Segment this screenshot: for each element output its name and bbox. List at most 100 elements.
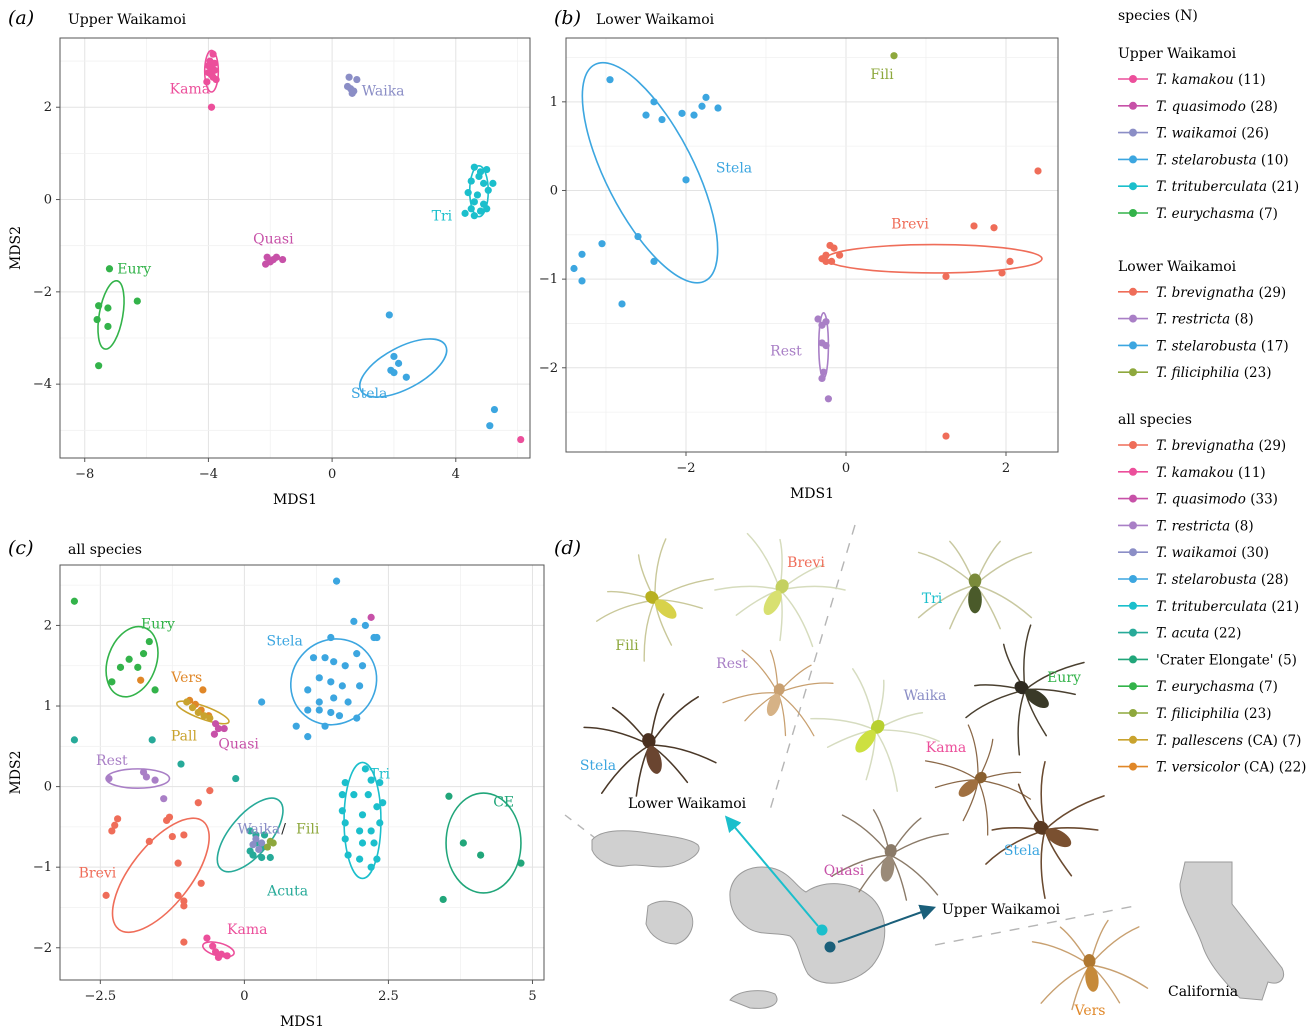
legend-dot — [1129, 682, 1137, 691]
divider-line — [564, 814, 596, 839]
data-point — [361, 765, 369, 773]
data-point — [105, 265, 114, 273]
data-point — [1006, 257, 1014, 266]
data-point — [470, 212, 478, 220]
data-point — [459, 839, 467, 847]
x-axis-label: MDS1 — [790, 486, 834, 502]
island-maui — [729, 866, 886, 984]
data-point — [484, 186, 492, 194]
data-point — [183, 698, 191, 706]
data-point — [379, 799, 387, 807]
panel-a-plot: −8 −4 0 4 2 0 −2 −4 MDS1 MDS2 Kama Waika Tri Quasi Eur… — [8, 37, 531, 508]
spider-leg — [654, 578, 714, 601]
spider-illustration — [596, 538, 714, 662]
data-point — [998, 269, 1006, 277]
data-point — [315, 698, 323, 706]
data-point — [373, 633, 381, 642]
data-point — [315, 706, 323, 714]
spider-leg — [1089, 964, 1149, 989]
x-tick-label: −4 — [199, 467, 218, 482]
spider-leg — [917, 584, 976, 619]
spider-leg — [777, 692, 815, 737]
legend-label: T. brevignatha (29) — [1156, 285, 1286, 301]
data-point — [394, 359, 403, 367]
data-point — [570, 264, 578, 273]
data-point — [260, 831, 269, 839]
data-point — [108, 827, 116, 835]
data-point — [476, 207, 485, 215]
y-tick-label: −4 — [33, 377, 52, 392]
legend: species (N) Upper Waikamoi T. kamakou (11)… — [1118, 8, 1306, 776]
cluster-ellipse — [176, 700, 230, 725]
spider-leg — [583, 726, 651, 746]
legend-label: T. kamakou (11) — [1156, 72, 1266, 88]
data-point — [223, 952, 231, 960]
data-point — [361, 621, 369, 630]
legend-label: T. filiciphilia (23) — [1156, 706, 1271, 722]
legend-group-title: Lower Waikamoi — [1118, 259, 1237, 275]
data-point — [249, 841, 257, 849]
spider-illustration — [831, 809, 949, 901]
plot-background — [60, 38, 530, 458]
data-point — [200, 712, 208, 720]
legend-label: T. kamakou (11) — [1156, 465, 1266, 481]
legend-heading: species (N) — [1118, 8, 1198, 24]
spider-label: Tri — [922, 591, 943, 607]
legend-dot — [1129, 494, 1137, 503]
data-point — [232, 774, 240, 783]
data-point — [246, 827, 254, 835]
cluster-label: Stela — [267, 634, 303, 650]
data-point — [702, 93, 710, 101]
spider-abdomen — [880, 855, 895, 882]
spider-illustration — [583, 693, 717, 797]
cluster-label: Vers — [170, 670, 202, 686]
data-point — [194, 708, 202, 717]
x-tick-label: 0 — [842, 461, 850, 476]
data-point — [345, 73, 353, 81]
data-point — [133, 297, 141, 305]
data-point — [263, 843, 272, 851]
spider-leg — [1031, 941, 1091, 966]
spider-leg — [1024, 661, 1085, 691]
plot-frame — [59, 37, 531, 459]
data-point — [490, 405, 499, 414]
legend-dot — [1129, 209, 1137, 217]
legend-dot — [1129, 155, 1137, 164]
legend-label: T. stelarobusta (17) — [1156, 338, 1289, 354]
spider-leg — [714, 585, 781, 591]
data-point — [262, 260, 270, 268]
data-point — [990, 224, 998, 232]
x-tick-label: −8 — [75, 467, 94, 482]
x-tick-label: −2.5 — [85, 989, 117, 1004]
spider-leg — [601, 744, 651, 794]
spider-leg — [777, 664, 812, 694]
data-point — [203, 78, 211, 86]
spider-illustration — [985, 761, 1105, 899]
spider-photos: Fili Brevi Tri Rest Eury Waika Stela Kama Quasi S… — [580, 532, 1149, 1019]
spider-cephalothorax — [773, 683, 785, 696]
data-point — [338, 791, 346, 799]
legend-dot — [1129, 128, 1137, 137]
x-tick-label: 0 — [328, 467, 336, 482]
legend-dot — [1129, 368, 1137, 377]
x-tick-label: 4 — [452, 467, 460, 482]
data-point — [315, 674, 323, 682]
spider-leg — [810, 717, 876, 731]
lower-waikamoi-arrow — [724, 815, 819, 927]
spider-abdomen — [766, 693, 781, 717]
spider-leg — [917, 551, 976, 586]
data-point — [402, 373, 410, 381]
data-point — [890, 52, 898, 60]
data-point — [598, 240, 606, 248]
legend-dot — [1129, 601, 1137, 610]
y-tick-label: −2 — [33, 285, 52, 300]
data-point — [197, 879, 205, 887]
spider-label: Fili — [615, 638, 639, 654]
data-point — [145, 637, 153, 646]
data-point — [353, 75, 361, 84]
spider-abdomen — [1025, 688, 1049, 709]
x-tick-label: 5 — [528, 989, 536, 1004]
spider-leg — [722, 692, 779, 704]
data-point — [93, 315, 101, 324]
data-point — [327, 708, 335, 717]
